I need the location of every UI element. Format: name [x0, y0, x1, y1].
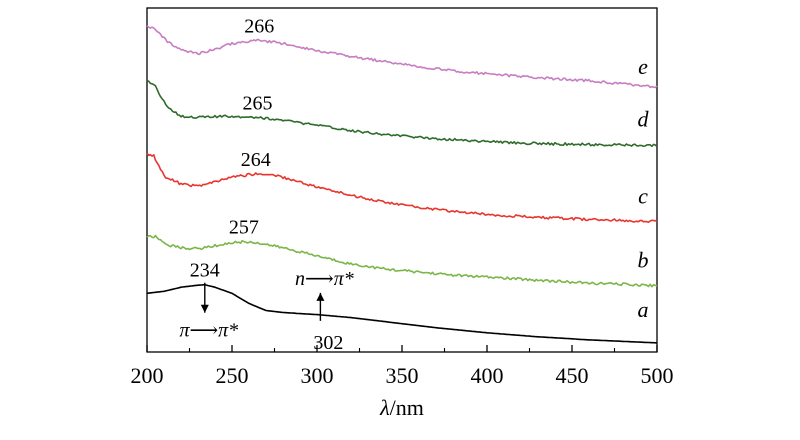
annotation-arrowhead-npi [316, 292, 325, 301]
annotation-arrowhead-pi [200, 304, 209, 313]
series-label-e: e [638, 54, 648, 79]
series-line-a [146, 283, 658, 344]
x-tick-label: 450 [556, 363, 589, 388]
series-line-d [146, 79, 658, 148]
x-tick-label: 350 [386, 363, 419, 388]
x-axis-title-symbol: λ [379, 395, 390, 420]
series-line-e [146, 25, 658, 89]
peak-label-257: 257 [229, 217, 259, 239]
annotation-text-pi: π⟶π* [179, 320, 238, 342]
series-line-b [146, 234, 658, 288]
peak-label-265: 265 [243, 92, 273, 114]
peak-label-264: 264 [241, 149, 271, 171]
series-label-a: a [638, 297, 649, 322]
series-line-c [146, 152, 658, 224]
series-label-d: d [638, 107, 650, 132]
x-tick-label: 250 [216, 363, 249, 388]
x-tick-label: 400 [471, 363, 504, 388]
annotation-label-npi: 302 [313, 332, 343, 354]
x-tick-label: 200 [131, 363, 164, 388]
peak-label-234: 234 [190, 260, 220, 282]
ticks-layer: 200 250 300 350 400 450 500 [131, 345, 674, 388]
x-tick-label: 500 [641, 363, 674, 388]
labels-layer: ab c d e 266 265 264 257 234 π⟶π* n⟶π* 302 [179, 15, 649, 353]
x-axis-title-unit: /nm [390, 395, 424, 420]
peak-label-266: 266 [244, 15, 274, 37]
annotation-text-npi: n⟶π* [295, 268, 354, 290]
x-axis-title: λ/nm [379, 395, 424, 420]
series-label-b: b [638, 248, 649, 273]
series-label-c: c [638, 183, 648, 208]
x-tick-label: 300 [301, 363, 334, 388]
series-layer [146, 25, 658, 344]
